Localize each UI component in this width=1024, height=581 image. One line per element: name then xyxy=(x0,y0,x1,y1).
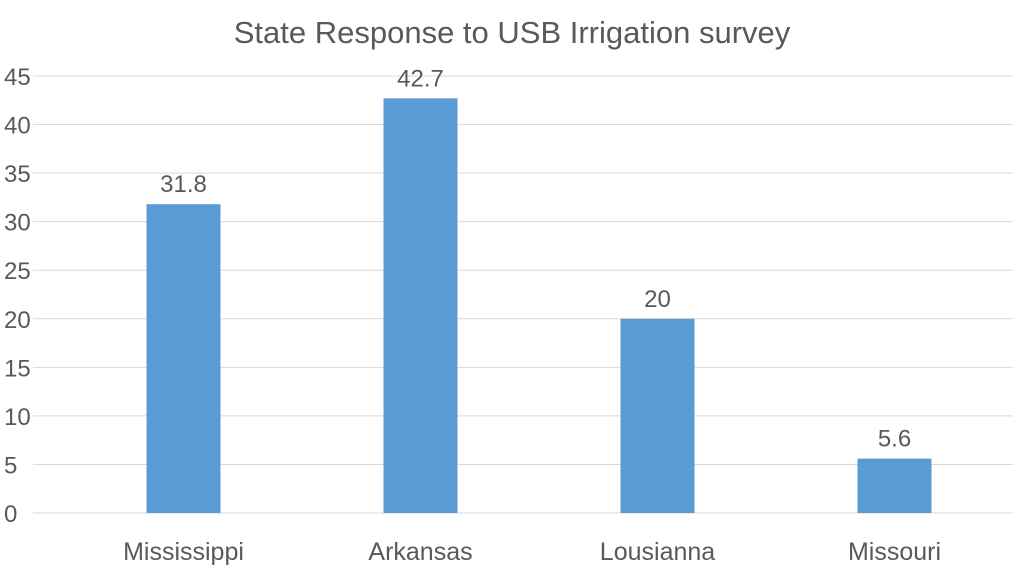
data-label: 31.8 xyxy=(160,171,207,198)
bars xyxy=(146,98,932,514)
x-tick-label: Arkansas xyxy=(368,538,472,566)
bar-arkansas xyxy=(383,98,458,513)
y-axis-ticks: 0 5 10 15 20 25 30 35 40 45 xyxy=(4,64,31,528)
data-label: 5.6 xyxy=(878,426,911,453)
data-label: 42.7 xyxy=(397,65,444,92)
y-tick-label: 20 xyxy=(4,307,31,334)
y-tick-label: 45 xyxy=(4,64,31,91)
x-axis-ticks: Mississippi Arkansas Lousianna Missouri xyxy=(123,538,941,566)
x-tick-label: Lousianna xyxy=(600,538,715,566)
y-tick-label: 0 xyxy=(4,501,17,528)
x-tick-label: Mississippi xyxy=(123,538,244,566)
bar-mississippi xyxy=(146,204,221,514)
y-tick-label: 5 xyxy=(4,452,17,479)
data-label: 20 xyxy=(644,286,671,313)
data-labels: 31.8 42.7 20 5.6 xyxy=(160,65,911,452)
bar-missouri xyxy=(857,458,932,513)
y-tick-label: 10 xyxy=(4,404,31,431)
y-tick-label: 35 xyxy=(4,161,31,188)
y-tick-label: 40 xyxy=(4,113,31,140)
y-tick-label: 15 xyxy=(4,355,31,382)
y-tick-label: 25 xyxy=(4,258,31,285)
chart-title: State Response to USB Irrigation survey xyxy=(234,15,791,50)
x-tick-label: Missouri xyxy=(848,538,941,566)
y-tick-label: 30 xyxy=(4,210,31,237)
bar-lousianna xyxy=(620,318,695,513)
